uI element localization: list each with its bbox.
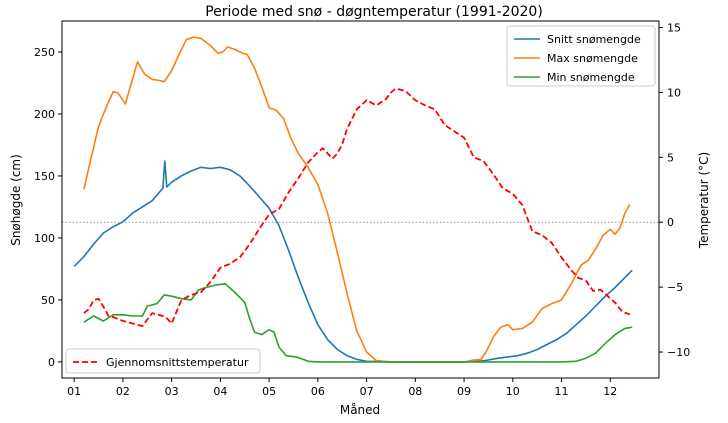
- series-line-min: [83, 283, 633, 363]
- x-tick-label: 08: [408, 385, 422, 398]
- y-left-tick-label: 200: [34, 108, 55, 121]
- series-layer: [73, 36, 633, 363]
- x-tick-label: 03: [165, 385, 179, 398]
- x-tick-label: 07: [360, 385, 374, 398]
- y-left-tick-label: 50: [41, 294, 55, 307]
- y-left-tick-label: 250: [34, 46, 55, 59]
- x-tick-label: 04: [213, 385, 227, 398]
- y-left-tick-label: 0: [48, 356, 55, 369]
- y-right-tick-label: −10: [667, 346, 690, 359]
- series-line-temp: [83, 87, 631, 327]
- x-tick-label: 10: [506, 385, 520, 398]
- plot-frame: [61, 20, 660, 379]
- x-tick-label: 12: [603, 385, 617, 398]
- y-right-tick-label: 10: [667, 86, 681, 99]
- y-right-tick-label: 5: [667, 151, 674, 164]
- chart-title: Periode med snø - døgntemperatur (1991-2…: [205, 4, 543, 20]
- legend-label-max: Max snømengde: [547, 52, 638, 65]
- y-right-tick-label: −5: [667, 281, 683, 294]
- x-tick-label: 01: [67, 385, 81, 398]
- x-tick-label: 11: [555, 385, 569, 398]
- y-axis-right: −10 −5 0 5 10 15: [659, 21, 690, 359]
- series-line-snitt: [73, 160, 633, 363]
- y-left-tick-label: 150: [34, 170, 55, 183]
- legend-label-min: Min snømengde: [547, 71, 635, 84]
- x-tick-label: 02: [116, 385, 130, 398]
- y-axis-right-label: Temperatur (°C): [697, 152, 711, 249]
- x-tick-label: 09: [457, 385, 471, 398]
- legend-lower: Gjennomsnittstemperatur: [65, 348, 261, 374]
- legend-box: [65, 348, 261, 374]
- series-line-max: [83, 36, 631, 363]
- y-left-tick-label: 100: [34, 232, 55, 245]
- legend-upper: Snitt snømengde Max snømengde Min snømengd…: [506, 25, 656, 87]
- y-axis-left: 0 50 100 150 200 250: [34, 46, 62, 369]
- y-right-tick-label: 0: [667, 216, 674, 229]
- x-axis: 01 02 03 04 05 06 07 08 09 10 11 12: [67, 378, 617, 398]
- x-axis-label: Måned: [340, 403, 380, 417]
- legend-box: [506, 25, 656, 87]
- legend-label-snitt: Snitt snømengde: [547, 33, 641, 46]
- y-axis-left-label: Snøhøgde (cm): [9, 154, 23, 246]
- y-right-tick-label: 15: [667, 21, 681, 34]
- legend-label-temp: Gjennomsnittstemperatur: [106, 356, 249, 369]
- x-tick-label: 05: [262, 385, 276, 398]
- x-tick-label: 06: [311, 385, 325, 398]
